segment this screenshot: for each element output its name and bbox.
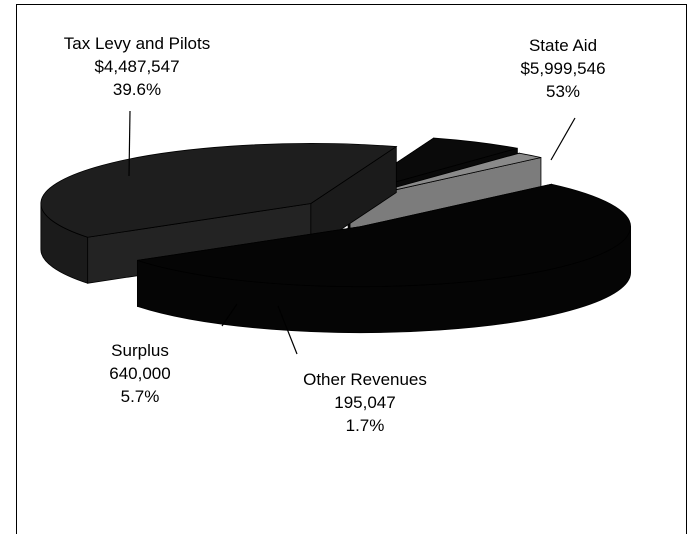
other-revenues-percent: 1.7% [346,416,385,435]
chart-frame [16,4,687,534]
surplus-amount: 640,000 [109,364,170,383]
state-aid-amount: $5,999,546 [520,59,605,78]
slice-label-surplus: Surplus 640,000 5.7% [109,341,170,406]
state-aid-name: State Aid [529,36,597,55]
tax-levy-amount: $4,487,547 [94,57,179,76]
slice-label-other-revenues: Other Revenues 195,047 1.7% [303,370,427,435]
surplus-name: Surplus [111,341,169,360]
tax-levy-percent: 39.6% [113,80,161,99]
slice-other-revenues-top [349,152,542,201]
pie-chart: State Aid $5,999,546 53% Tax Levy and Pi… [40,34,632,435]
slice-state-aid [136,183,632,334]
slice-label-tax-levy: Tax Levy and Pilots $4,487,547 39.6% [64,34,210,99]
leader-lines [128,110,576,355]
leader-line-state-aid [550,117,576,161]
slice-label-state-aid: State Aid $5,999,546 53% [520,36,605,101]
pie-slices [40,137,632,334]
slice-state-aid-top [137,183,631,288]
leader-line-tax-levy [128,110,131,177]
leader-line-surplus [221,303,238,327]
other-revenues-name: Other Revenues [303,370,427,389]
state-aid-percent: 53% [546,82,580,101]
surplus-percent: 5.7% [121,387,160,406]
other-revenues-amount: 195,047 [334,393,395,412]
leader-line-other-revenues [277,305,298,355]
tax-levy-name: Tax Levy and Pilots [64,34,210,53]
